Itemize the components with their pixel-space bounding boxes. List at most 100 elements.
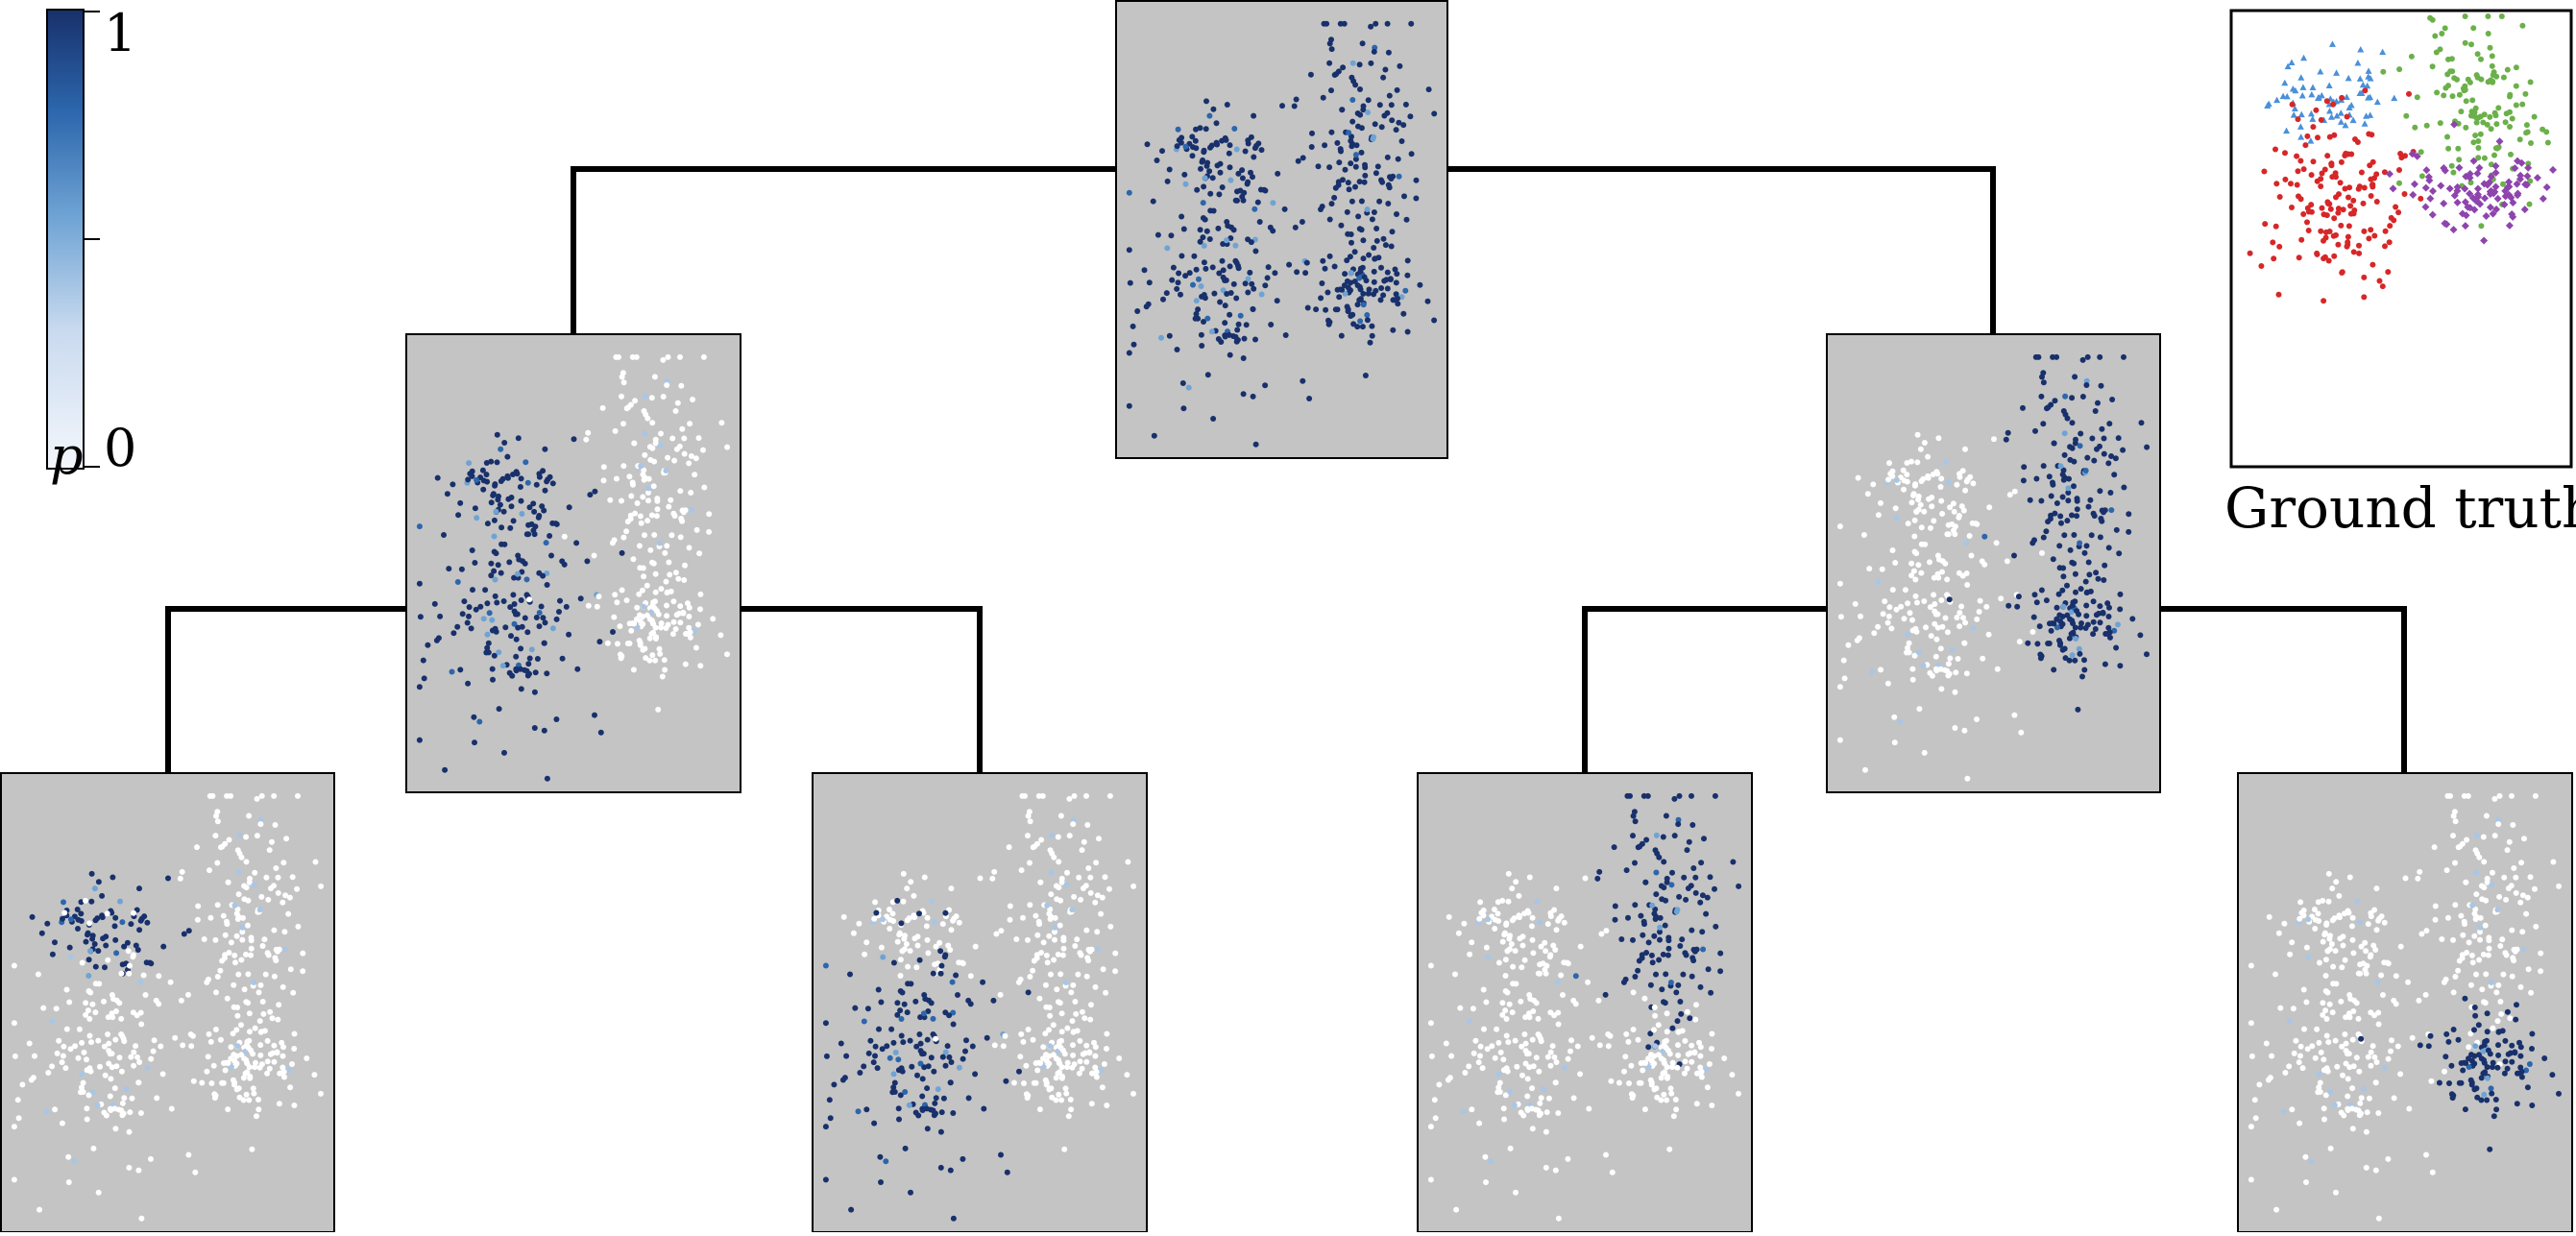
scatter-point [254, 795, 260, 802]
scatter-point [2083, 602, 2090, 609]
scatter-point [144, 919, 151, 926]
scatter-point [2514, 1101, 2520, 1107]
scatter-point [1307, 71, 1314, 78]
scatter-point [1030, 967, 1036, 974]
scatter-point [585, 602, 592, 609]
scatter-point [1077, 1058, 1083, 1065]
scatter-point [1354, 302, 1361, 308]
scatter-point [1251, 154, 1257, 160]
scatter-point [246, 1097, 253, 1103]
scatter-point [2078, 430, 2084, 437]
scatter-point [2097, 603, 2103, 610]
scatter-point [649, 618, 655, 624]
scatter-point [118, 1068, 125, 1075]
scatter-point [1897, 718, 1904, 725]
scatter-point [86, 920, 93, 927]
scatter-point [1671, 833, 1678, 839]
scatter-point [1227, 290, 1234, 296]
ground-truth-point [2487, 44, 2493, 51]
ground-truth-point [2335, 206, 2342, 212]
ground-truth-point [2421, 203, 2430, 211]
scatter-point [518, 597, 524, 603]
scatter-point [697, 663, 704, 669]
scatter-point [2011, 712, 2018, 718]
scatter-point [637, 513, 644, 520]
scatter-point [444, 491, 450, 497]
scatter-point [677, 534, 684, 541]
scatter-point [1025, 812, 1032, 819]
scatter-point [1535, 970, 1542, 977]
scatter-point [1667, 980, 1674, 985]
scatter-point [119, 1112, 126, 1119]
scatter-point [543, 540, 549, 546]
scatter-point [2494, 1018, 2501, 1025]
scatter-point [658, 620, 665, 626]
scatter-point [658, 430, 664, 437]
scatter-point [2549, 1072, 2556, 1078]
scatter-point [2363, 948, 2369, 955]
scatter-point [898, 1016, 905, 1022]
ground-truth-point [2349, 116, 2357, 124]
scatter-point [947, 1079, 954, 1086]
scatter-point [1836, 523, 1843, 530]
ground-truth-point [2305, 208, 2312, 215]
scatter-point [112, 914, 119, 921]
scatter-point [240, 914, 246, 921]
scatter-point [2321, 1056, 2327, 1063]
scatter-point [895, 1056, 902, 1063]
scatter-point [2333, 879, 2340, 885]
scatter-point [594, 603, 600, 610]
scatter-point [1684, 1065, 1690, 1072]
scatter-point [1677, 999, 1684, 1005]
scatter-point [1670, 1113, 1677, 1120]
scatter-point [1088, 1101, 1095, 1107]
scatter-point [2519, 892, 2526, 899]
scatter-point [119, 919, 126, 926]
scatter-point [2126, 528, 2132, 535]
scatter-point [628, 493, 635, 499]
scatter-point [2316, 1084, 2322, 1091]
scatter-point [677, 603, 684, 610]
scatter-point [1905, 521, 1911, 527]
scatter-point [969, 1043, 976, 1050]
scatter-point [611, 614, 618, 620]
scatter-point [464, 619, 471, 626]
scatter-point [1960, 507, 1967, 514]
scatter-point [682, 562, 688, 569]
scatter-point [1653, 832, 1660, 838]
scatter-point [1495, 959, 1502, 966]
scatter-point [1053, 1075, 1059, 1081]
scatter-point [1495, 1071, 1502, 1078]
scatter-point [1495, 918, 1502, 924]
scatter-point [1361, 274, 1368, 280]
scatter-point [692, 472, 698, 478]
scatter-point [1335, 179, 1342, 185]
scatter-point [1085, 946, 1092, 953]
ground-truth-point [2448, 56, 2455, 62]
scatter-point [1051, 854, 1057, 860]
scatter-point [935, 1086, 941, 1093]
scatter-point [1382, 66, 1389, 73]
scatter-point [1653, 891, 1660, 898]
scatter-point [1394, 211, 1399, 217]
scatter-point [553, 521, 560, 527]
scatter-point [1035, 918, 1042, 925]
scatter-point [1608, 1078, 1615, 1084]
ground-truth-point [2327, 206, 2334, 212]
ground-truth-point [2331, 215, 2338, 222]
scatter-point [1501, 930, 1508, 936]
ground-truth-point [2382, 228, 2389, 234]
scatter-point [1690, 957, 1697, 964]
scatter-point [1912, 625, 1919, 632]
scatter-point [295, 923, 302, 930]
scatter-point [125, 948, 132, 955]
scatter-point [257, 821, 264, 828]
scatter-point [1158, 334, 1164, 341]
scatter-point [1542, 939, 1548, 946]
scatter-point [2483, 897, 2490, 904]
scatter-point [1603, 1151, 1609, 1158]
scatter-point [1018, 1030, 1025, 1037]
scatter-point [1235, 170, 1242, 177]
scatter-point [106, 1060, 112, 1067]
scatter-point [2103, 631, 2110, 637]
